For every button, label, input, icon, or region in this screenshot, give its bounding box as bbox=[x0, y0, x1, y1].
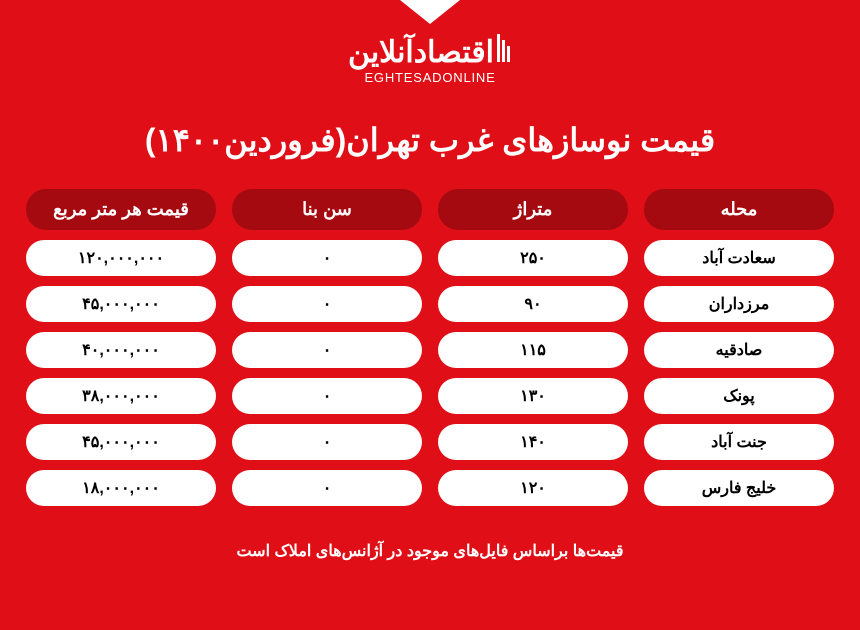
table-cell: ۳۸,۰۰۰,۰۰۰ bbox=[26, 378, 216, 414]
pointer-arrow bbox=[400, 0, 460, 24]
col-header-price: قیمت هر متر مربع bbox=[26, 189, 216, 230]
brand-name: اقتصادآنلاین bbox=[348, 36, 494, 69]
table-cell: ۰ bbox=[232, 332, 422, 368]
col-header-area: متراژ bbox=[438, 189, 628, 230]
table-title: قیمت نوسازهای غرب تهران(فروردین۱۴۰۰) bbox=[145, 121, 715, 159]
table-cell: پونک bbox=[644, 378, 834, 414]
table-cell: ۰ bbox=[232, 424, 422, 460]
logo: اقتصادآنلاین EGHTESADONLINE bbox=[348, 34, 512, 85]
table-cell: مرزداران bbox=[644, 286, 834, 322]
table-cell: سعادت آباد bbox=[644, 240, 834, 276]
table-cell: ۰ bbox=[232, 240, 422, 276]
table-cell: ۴۵,۰۰۰,۰۰۰ bbox=[26, 424, 216, 460]
table-cell: ۴۵,۰۰۰,۰۰۰ bbox=[26, 286, 216, 322]
table-cell: ۱۱۵ bbox=[438, 332, 628, 368]
table-cell: ۱۲۰,۰۰۰,۰۰۰ bbox=[26, 240, 216, 276]
table-cell: جنت آباد bbox=[644, 424, 834, 460]
table-cell: ۰ bbox=[232, 470, 422, 506]
table-cell: ۱۳۰ bbox=[438, 378, 628, 414]
logo-bars-icon bbox=[497, 34, 512, 70]
table-cell: ۱۴۰ bbox=[438, 424, 628, 460]
table-cell: خلیج فارس bbox=[644, 470, 834, 506]
col-header-age: سن بنا bbox=[232, 189, 422, 230]
logo-sub-text: EGHTESADONLINE bbox=[348, 70, 512, 85]
price-table: محله متراژ سن بنا قیمت هر متر مربع سعادت… bbox=[26, 189, 834, 506]
table-cell: ۱۲۰ bbox=[438, 470, 628, 506]
table-cell: ۰ bbox=[232, 286, 422, 322]
table-cell: ۴۰,۰۰۰,۰۰۰ bbox=[26, 332, 216, 368]
table-cell: ۱۸,۰۰۰,۰۰۰ bbox=[26, 470, 216, 506]
logo-main-text: اقتصادآنلاین bbox=[348, 34, 512, 70]
table-cell: ۹۰ bbox=[438, 286, 628, 322]
footnote-text: قیمت‌ها براساس فایل‌های موجود در آژانس‌ه… bbox=[236, 541, 623, 561]
table-cell: ۰ bbox=[232, 378, 422, 414]
table-cell: ۲۵۰ bbox=[438, 240, 628, 276]
table-cell: صادقیه bbox=[644, 332, 834, 368]
col-header-neighborhood: محله bbox=[644, 189, 834, 230]
